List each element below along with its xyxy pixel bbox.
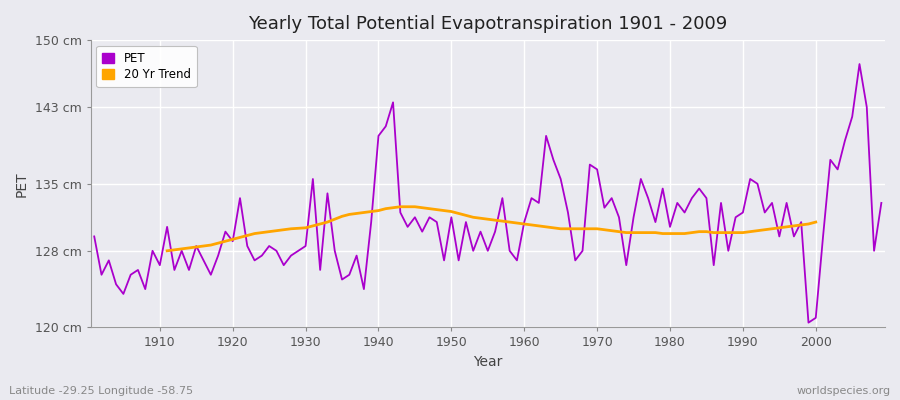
Title: Yearly Total Potential Evapotranspiration 1901 - 2009: Yearly Total Potential Evapotranspiratio… xyxy=(248,15,727,33)
Text: worldspecies.org: worldspecies.org xyxy=(796,386,891,396)
Text: Latitude -29.25 Longitude -58.75: Latitude -29.25 Longitude -58.75 xyxy=(9,386,194,396)
X-axis label: Year: Year xyxy=(473,355,502,369)
Legend: PET, 20 Yr Trend: PET, 20 Yr Trend xyxy=(96,46,196,87)
Y-axis label: PET: PET xyxy=(15,171,29,196)
